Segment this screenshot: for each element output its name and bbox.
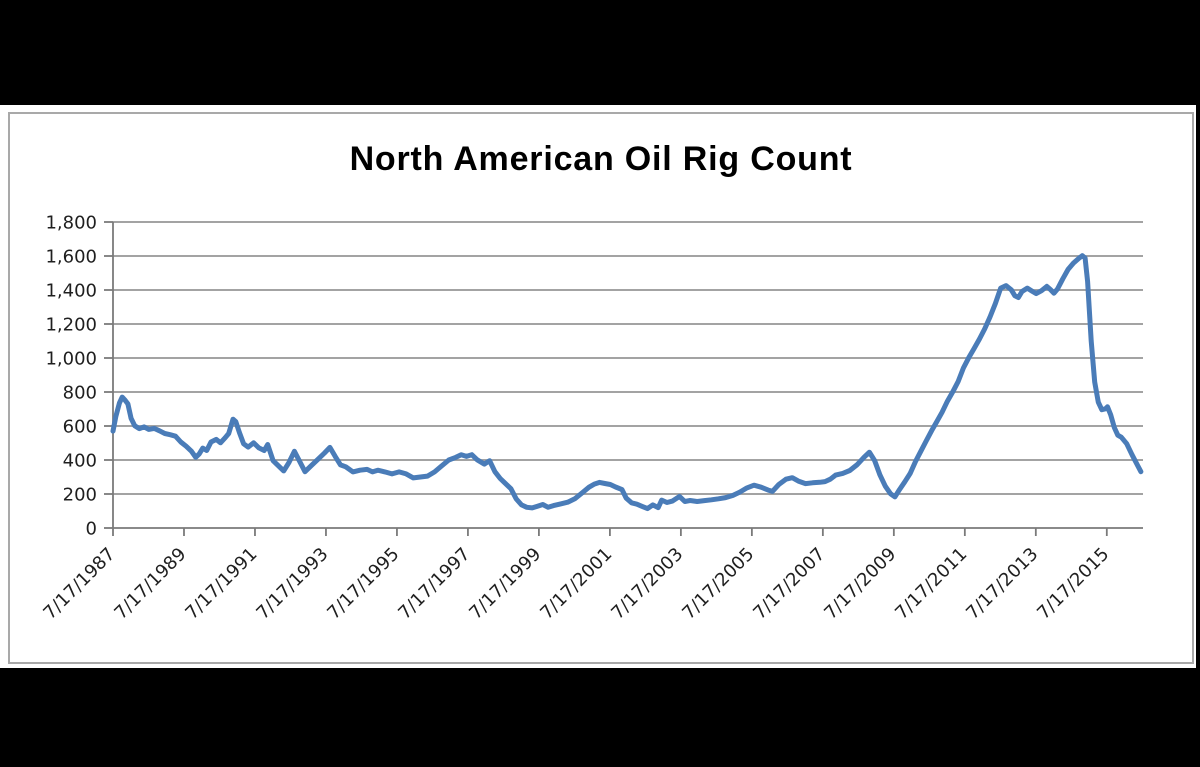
rig-count-line [110,253,1144,512]
x-tick-label: 7/17/1989 [110,544,190,624]
y-tick-label: 200 [63,485,97,506]
x-tick-label: 7/17/2013 [962,544,1042,624]
tick-labels: 0 200 400 600 800 1,000 1,200 1,400 1,600 1,800 7/… [39,213,1113,624]
y-tick-label: 800 [63,383,97,404]
x-tick-label: 7/17/1999 [465,544,545,624]
axis-ticks [104,221,1108,536]
x-tick-label: 7/17/1987 [39,544,119,624]
y-tick-label: 1,200 [45,315,97,336]
y-tick-label: 600 [63,417,97,438]
x-tick-label: 7/17/1995 [323,544,403,624]
y-tick-label: 1,400 [45,281,97,302]
y-tick-label: 1,000 [45,349,97,370]
chart-frame [8,112,1194,664]
x-tick-label: 7/17/2007 [749,544,829,624]
x-tick-label: 7/17/2005 [678,544,758,624]
chart-title: North American Oil Rig Count [350,140,853,178]
x-tick-label: 7/17/2001 [536,544,616,624]
x-tick-label: 7/17/1993 [252,544,332,624]
x-tick-label: 7/17/2003 [607,544,687,624]
x-tick-label: 7/17/2011 [891,544,971,624]
gridlines [113,221,1143,495]
y-tick-label: 1,800 [45,213,97,234]
y-tick-label: 0 [86,519,97,540]
x-tick-label: 7/17/1997 [394,544,474,624]
y-tick-label: 400 [63,451,97,472]
x-tick-label: 7/17/2009 [820,544,900,624]
axes [112,222,1143,529]
x-tick-label: 7/17/2015 [1033,544,1113,624]
x-tick-label: 7/17/1991 [181,544,261,624]
y-tick-label: 1,600 [45,247,97,268]
